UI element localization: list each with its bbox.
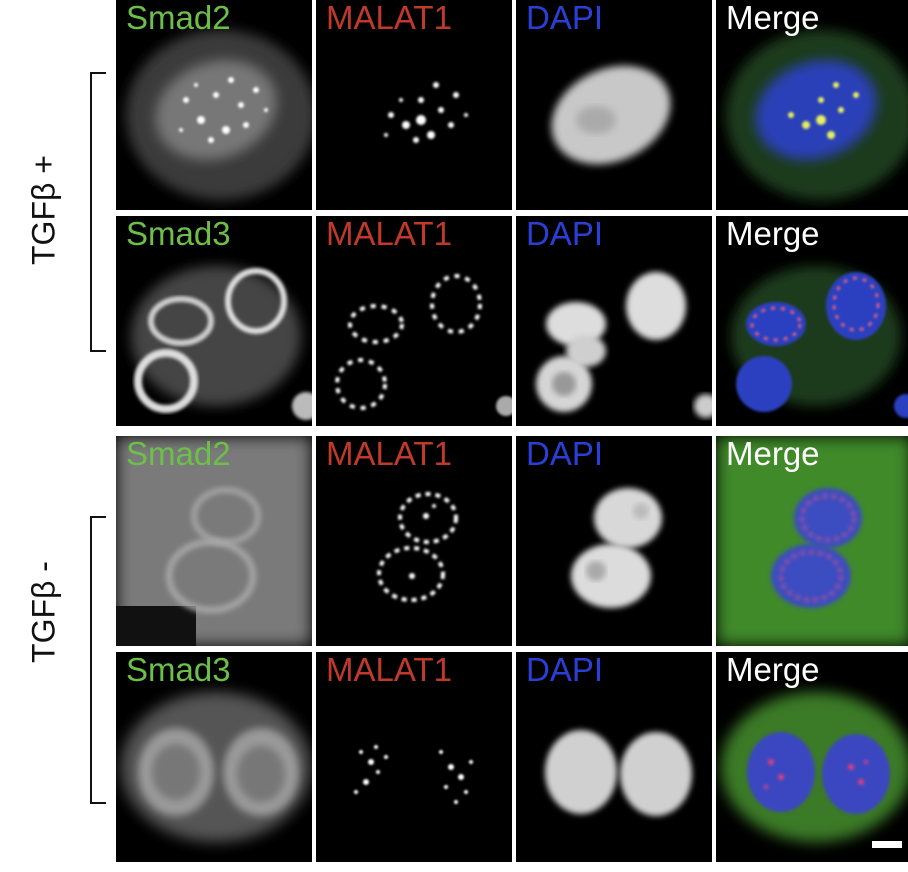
cell-image (126, 30, 312, 200)
cell-image (545, 730, 692, 816)
panel-r4-smad3: Smad3 (116, 652, 312, 862)
cell-image (335, 274, 512, 416)
cell-image (116, 436, 312, 646)
channel-label-smad3: Smad3 (126, 652, 231, 688)
panel-r2-malat1: MALAT1 (316, 216, 512, 426)
panel-r2-merge: Merge (716, 216, 908, 426)
cell-image (121, 692, 311, 842)
channel-label-dapi: DAPI (526, 652, 604, 688)
channel-label-smad2: Smad2 (126, 436, 231, 472)
panel-r3-malat1: MALAT1 (316, 436, 512, 646)
channel-label-malat1: MALAT1 (326, 216, 452, 252)
panel-r3-dapi: DAPI (516, 436, 712, 646)
cell-image (536, 272, 712, 418)
panel-r4-malat1: MALAT1 (316, 652, 512, 862)
channel-label-merge: Merge (726, 216, 820, 252)
group-label-tgfb-minus: TGFβ - (25, 561, 62, 663)
panel-r3-smad2: Smad2 (116, 436, 312, 646)
channel-label-dapi: DAPI (526, 0, 604, 36)
cell-image (721, 692, 908, 842)
panel-r1-merge: Merge (716, 0, 908, 210)
channel-label-smad2: Smad2 (126, 0, 231, 36)
panel-r1-dapi: DAPI (516, 0, 712, 210)
channel-label-merge: Merge (726, 436, 820, 472)
group-label-tgfb-plus: TGFβ + (25, 155, 62, 265)
cell-image (354, 745, 473, 804)
channel-label-smad3: Smad3 (126, 216, 231, 252)
channel-label-malat1: MALAT1 (326, 436, 452, 472)
panel-r2-smad3: Smad3 (116, 216, 312, 426)
channel-label-dapi: DAPI (526, 436, 604, 472)
cell-image (726, 30, 908, 200)
cell-image (131, 266, 312, 420)
bracket-tgfb-minus (90, 516, 106, 804)
panel-r3-merge: Merge (716, 436, 908, 646)
bracket-tgfb-plus (90, 72, 106, 352)
cell-image (716, 436, 908, 646)
cell-image (384, 82, 468, 143)
panel-r2-dapi: DAPI (516, 216, 712, 426)
panel-r4-dapi: DAPI (516, 652, 712, 862)
channel-label-merge: Merge (726, 652, 820, 688)
channel-label-malat1: MALAT1 (326, 652, 452, 688)
cell-image (731, 266, 908, 418)
scale-bar (872, 841, 902, 848)
panel-r1-smad2: Smad2 (116, 0, 312, 210)
cell-image (551, 65, 671, 165)
channel-label-malat1: MALAT1 (326, 0, 452, 36)
panel-r1-malat1: MALAT1 (316, 0, 512, 210)
cell-image (377, 492, 458, 602)
cell-image (571, 488, 662, 608)
channel-label-merge: Merge (726, 0, 820, 36)
channel-label-dapi: DAPI (526, 216, 604, 252)
panel-r4-merge: Merge (716, 652, 908, 862)
